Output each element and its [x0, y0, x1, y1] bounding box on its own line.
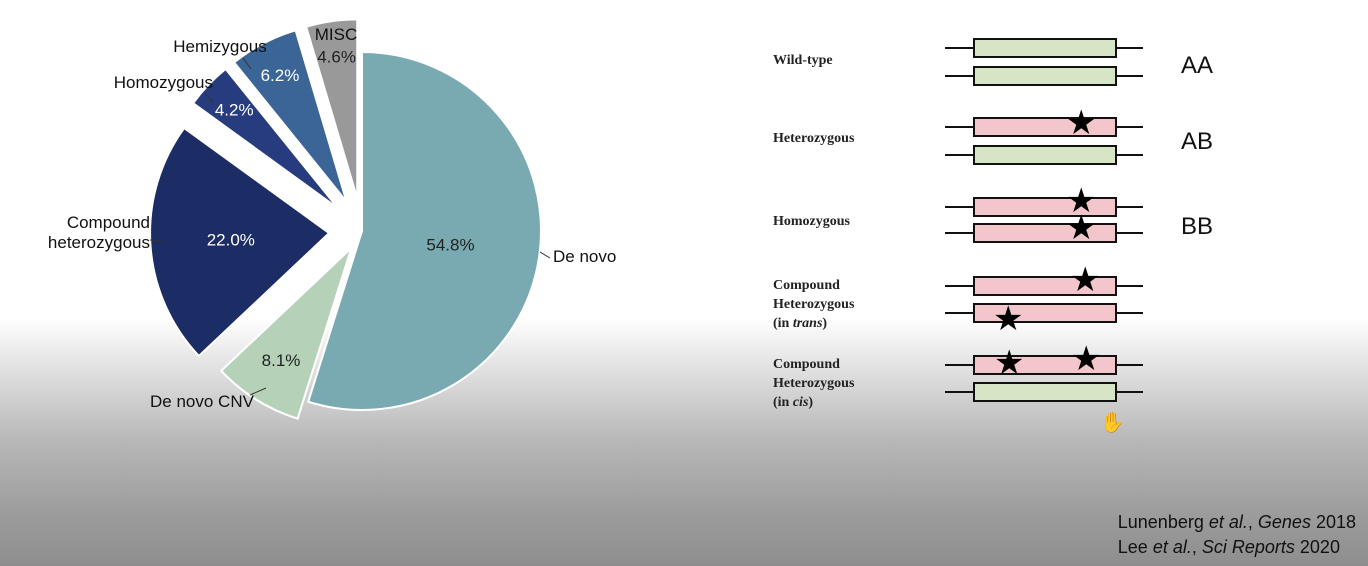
allele-homozygous-2 — [945, 223, 1143, 243]
hand-cursor-icon: ✋ — [1100, 410, 1125, 434]
genotype-aa: AA — [1181, 52, 1214, 79]
pie-value-label: 6.2% — [261, 66, 300, 85]
pie-slice-de-novo — [306, 50, 542, 411]
pie-slice-compound-heterozygous — [149, 126, 331, 358]
pie-value-label: 4.6% — [317, 48, 356, 67]
row-label-homozygous: Homozygous — [773, 214, 850, 229]
allele-heterozygous-2 — [945, 145, 1143, 165]
mutation-star-icon: ★ — [1066, 208, 1097, 248]
pie-value-label: 22.0% — [207, 230, 255, 249]
allele-homozygous-1 — [945, 197, 1143, 217]
allele-heterozygous-1 — [945, 117, 1143, 137]
cis-label-line: (in cis) — [773, 395, 814, 410]
genotype-bb: BB — [1181, 213, 1214, 240]
pie-leader-line — [539, 251, 551, 259]
mutation-star-icon: ★ — [994, 343, 1025, 383]
pie-category-label: De novo CNV — [150, 392, 255, 411]
pie-value-label: 8.1% — [262, 351, 301, 370]
citations: Lunenberg et al., Genes 2018 Lee et al.,… — [1118, 510, 1356, 560]
allele-compound-trans-1 — [945, 276, 1143, 296]
pie-category-label: De novo — [553, 247, 616, 266]
pie-slice-hemizygous — [232, 28, 348, 203]
pie-chart: 54.8% De novo 8.1% De novo CNV 22.0% Compound… — [48, 18, 616, 420]
allele-wild-type-2 — [945, 66, 1143, 86]
allele-compound-cis-2 — [945, 382, 1143, 402]
pie-slice-misc — [304, 18, 359, 199]
allele-compound-trans-2 — [945, 303, 1143, 323]
citation-2: Lee et al., Sci Reports 2020 — [1117, 537, 1340, 557]
pie-leader-line — [149, 239, 163, 242]
citation-1: Lunenberg et al., Genes 2018 — [1117, 512, 1356, 532]
mutation-star-icon: ★ — [1066, 181, 1097, 221]
mutation-star-icon: ★ — [1071, 339, 1102, 379]
pie-slice-homozygous — [191, 67, 339, 210]
row-label-compound-cis: Compound Heterozygous (in cis) — [773, 357, 855, 410]
pie-slice-de-novo-cnv — [219, 244, 354, 420]
pie-value-label: 54.8% — [426, 236, 474, 255]
pie-category-label: Homozygous — [114, 73, 213, 92]
row-label-heterozygous: Heterozygous — [773, 131, 855, 146]
pie-leader-line — [242, 57, 252, 70]
pie-category-label: MISC — [315, 25, 358, 44]
row-label-wild-type: Wild-type — [773, 53, 833, 68]
genotype-ab: AB — [1181, 128, 1214, 155]
pie-leader-line — [204, 93, 215, 104]
trans-label-line: (in trans) — [773, 316, 828, 331]
pie-leader-line — [249, 387, 267, 396]
mutation-star-icon: ★ — [1066, 103, 1097, 143]
pie-category-label: Compound heterozygous — [48, 213, 150, 252]
mutation-star-icon: ★ — [1070, 260, 1101, 300]
pie-category-label: Hemizygous — [173, 37, 267, 56]
mutation-star-icon: ★ — [993, 299, 1024, 339]
pie-value-label: 4.2% — [215, 101, 254, 120]
row-label-compound-trans: Compound Heterozygous (in trans) — [773, 278, 855, 331]
allele-wild-type-1 — [945, 38, 1143, 58]
allele-compound-cis-1 — [945, 355, 1143, 375]
